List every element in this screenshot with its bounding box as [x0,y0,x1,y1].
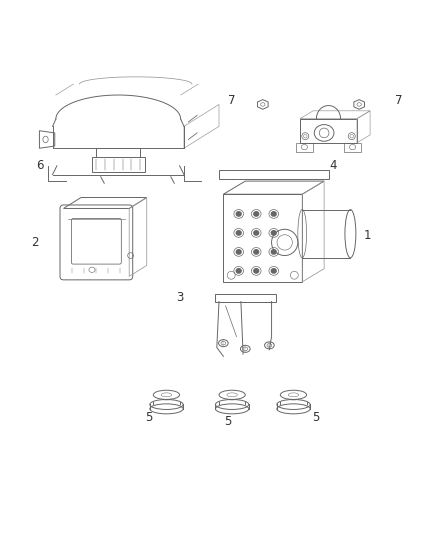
Ellipse shape [254,231,258,235]
Ellipse shape [271,269,276,273]
Text: 5: 5 [145,411,152,424]
Ellipse shape [271,212,276,216]
Text: 3: 3 [176,290,183,304]
Text: 7: 7 [395,94,403,107]
Ellipse shape [271,249,276,254]
Text: 2: 2 [31,236,39,249]
Ellipse shape [254,212,258,216]
Text: 6: 6 [35,159,43,172]
Text: 4: 4 [329,159,337,172]
Text: 1: 1 [364,229,372,243]
Text: 7: 7 [228,94,236,107]
Text: 5: 5 [224,415,231,427]
Ellipse shape [237,212,241,216]
Text: 5: 5 [312,411,319,424]
Ellipse shape [254,269,258,273]
Ellipse shape [237,269,241,273]
Ellipse shape [254,249,258,254]
Ellipse shape [271,231,276,235]
Ellipse shape [237,249,241,254]
Ellipse shape [237,231,241,235]
